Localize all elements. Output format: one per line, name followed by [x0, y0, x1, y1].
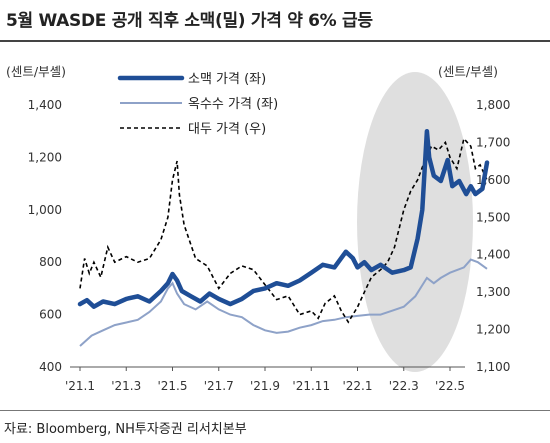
- source-divider: [0, 410, 550, 411]
- y-left-tick-label: 400: [39, 360, 62, 374]
- y-right-tick-label: 1,400: [476, 248, 510, 262]
- x-tick-label: '22.1: [342, 379, 372, 393]
- x-tick-label: '21.11: [292, 379, 330, 393]
- y-right-tick-label: 1,800: [476, 98, 510, 112]
- y-right-tick-label: 1,100: [476, 360, 510, 374]
- x-tick-label: '21.5: [157, 379, 187, 393]
- x-tick-label: '21.1: [65, 379, 95, 393]
- legend-soy-label: 대두 가격 (우): [188, 122, 266, 137]
- y-right-tick-label: 1,300: [476, 285, 510, 299]
- legend-corn-label: 옥수수 가격 (좌): [188, 97, 278, 112]
- y-left-tick-label: 600: [39, 308, 62, 322]
- x-tick-label: '21.7: [204, 379, 234, 393]
- highlight-ellipse: [357, 72, 473, 372]
- y-right-tick-label: 1,700: [476, 135, 510, 149]
- x-tick-label: '22.3: [389, 379, 419, 393]
- x-tick-label: '21.3: [111, 379, 141, 393]
- legend-wheat-label: 소맥 가격 (좌): [188, 72, 266, 87]
- x-tick-label: '21.9: [250, 379, 280, 393]
- y-left-tick-label: 800: [39, 255, 62, 269]
- x-tick-label: '22.5: [435, 379, 465, 393]
- y-left-tick-label: 1,200: [28, 150, 62, 164]
- source-note: 자료: Bloomberg, NH투자증권 리서치본부: [4, 418, 247, 437]
- y-left-tick-label: 1,000: [28, 203, 62, 217]
- y-right-tick-label: 1,500: [476, 210, 510, 224]
- line-chart: (센트/부셸) (센트/부셸) 400 600 800 1,000 1,200 1,400…: [0, 0, 550, 410]
- y-left-tick-label: 1,400: [28, 98, 62, 112]
- y-right-tick-label: 1,200: [476, 323, 510, 337]
- legend: 소맥 가격 (좌) 옥수수 가격 (좌) 대두 가격 (우): [120, 72, 278, 137]
- y-left-axis-label: (센트/부셸): [6, 64, 66, 79]
- y-right-axis-label: (센트/부셸): [438, 64, 498, 79]
